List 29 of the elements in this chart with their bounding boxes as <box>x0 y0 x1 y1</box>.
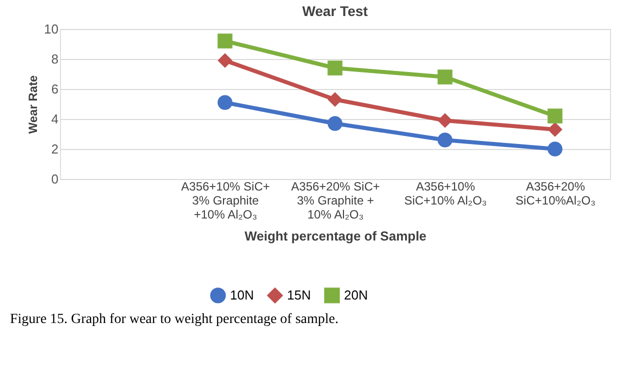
point <box>218 34 232 48</box>
y-tick-label: 6 <box>51 82 58 96</box>
legend-label: 20N <box>344 287 368 302</box>
point <box>548 122 562 137</box>
x-axis-title: Weight percentage of Sample <box>244 228 426 244</box>
point <box>548 108 562 124</box>
point <box>548 142 562 156</box>
point <box>328 116 342 131</box>
y-tick-label: 8 <box>51 52 58 66</box>
point <box>218 95 232 110</box>
point <box>218 53 232 68</box>
y-tick-label: 10 <box>44 22 58 36</box>
x-tick-label: A356+20% SiC+10%Al₂O₃ <box>516 180 596 208</box>
point <box>438 70 452 84</box>
y-tick-label: 4 <box>51 112 58 126</box>
x-tick-label: A356+10% SiC+ 3% Graphite +10% Al₂O₃ <box>181 180 270 222</box>
x-tick-label: A356+10% SiC+10% Al₂O₃ <box>404 180 487 208</box>
point <box>328 60 342 76</box>
y-axis-title: Wear Rate <box>26 74 40 134</box>
y-tick-label: 2 <box>51 142 58 156</box>
point <box>438 132 452 148</box>
point <box>438 113 452 128</box>
point <box>328 92 342 107</box>
chart-title: Wear Test <box>302 3 368 19</box>
y-tick-label: 0 <box>51 172 58 186</box>
caption: Figure 15. Graph for wear to weight percentage of sample. <box>10 312 338 327</box>
legend-label: 10N <box>230 287 254 302</box>
x-tick-label: A356+20% SiC+ 3% Graphite + 10% Al₂O₃ <box>291 180 380 222</box>
legend-label: 15N <box>287 287 311 302</box>
